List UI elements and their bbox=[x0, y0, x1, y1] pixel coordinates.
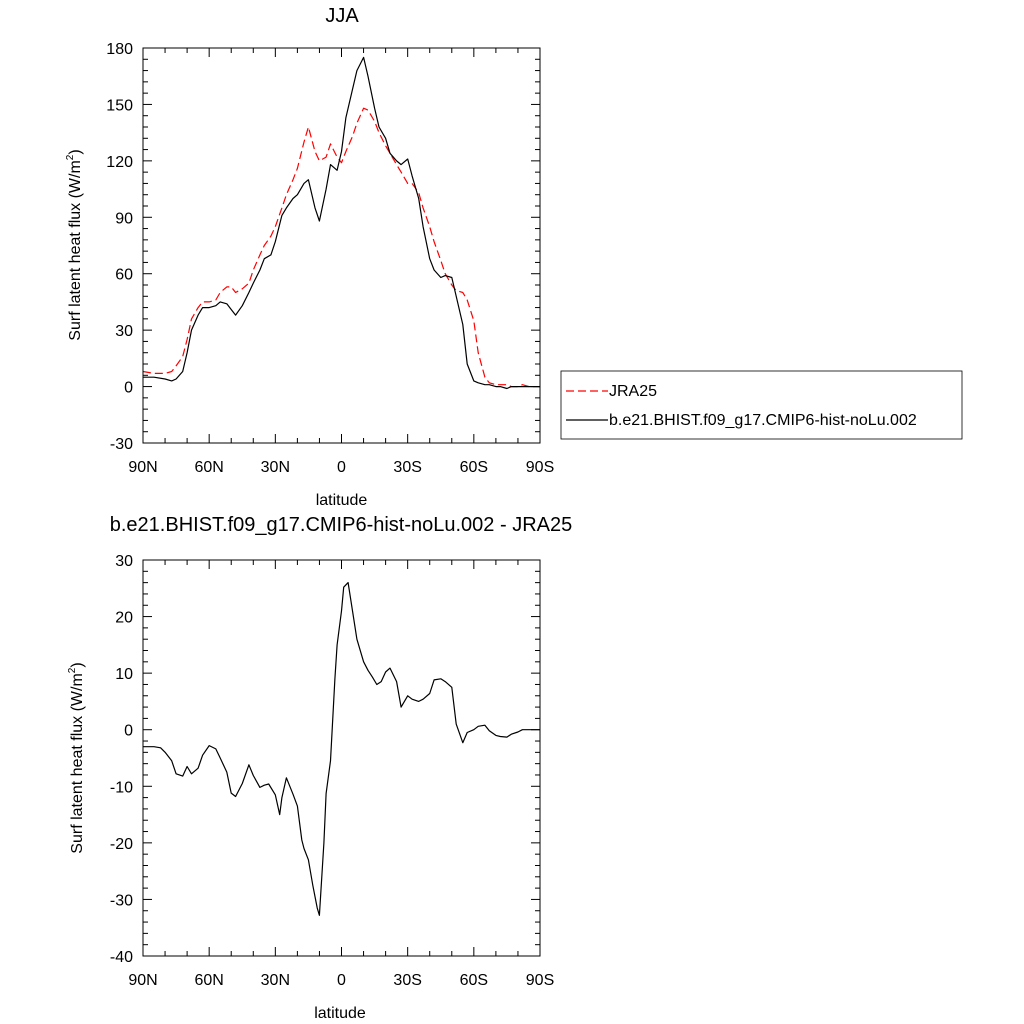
y-tick-label: -40 bbox=[110, 949, 133, 966]
chart-bottom-title: b.e21.BHIST.f09_g17.CMIP6-hist-noLu.002 … bbox=[110, 514, 572, 536]
y-tick-label: -30 bbox=[110, 436, 133, 453]
legend-label-model: b.e21.BHIST.f09_g17.CMIP6-hist-noLu.002 bbox=[609, 412, 917, 429]
legend-frame bbox=[560, 370, 963, 440]
y-tick-label: -20 bbox=[110, 836, 133, 853]
chart-bottom-ylabel: Surf latent heat flux (W/m2) bbox=[67, 662, 86, 853]
y-tick-label: 120 bbox=[106, 154, 133, 171]
x-tick-label: 30N bbox=[261, 459, 290, 476]
series-line-b-e21-bhist-f09-g17-cmip6-hist-nolu-002 bbox=[143, 56, 540, 390]
y-tick-label: 150 bbox=[106, 97, 133, 114]
chart-top-xlabel: latitude bbox=[316, 492, 368, 509]
chart-top-frame bbox=[142, 47, 541, 444]
x-tick-label: 30S bbox=[393, 972, 421, 989]
chart-bottom-xlabel: latitude bbox=[314, 1005, 366, 1022]
chart-top: JJA 90N 60N 30N 0 30S 60S 90S -30 0 30 60 90 120 150 1… bbox=[65, 5, 963, 509]
x-tick-label: 60S bbox=[460, 972, 488, 989]
series-line-jra25 bbox=[142, 107, 540, 388]
chart-top-legend: JRA25 b.e21.BHIST.f09_g17.CMIP6-hist-noL… bbox=[560, 370, 963, 440]
x-tick-label: 90S bbox=[526, 459, 554, 476]
chart-bottom-frame bbox=[142, 559, 541, 957]
chart-bottom-plot-area: 90N 60N 30N 0 30S 60S 90S -40 -30 -20 -10 0 10 20 30 bbox=[110, 553, 554, 989]
y-tick-label: 30 bbox=[115, 323, 133, 340]
y-tick-label: 10 bbox=[115, 666, 133, 683]
y-tick-label: 0 bbox=[124, 380, 133, 397]
chart-bottom: b.e21.BHIST.f09_g17.CMIP6-hist-noLu.002 … bbox=[67, 514, 572, 1022]
x-tick-label: 30N bbox=[261, 972, 290, 989]
x-tick-label: 0 bbox=[337, 459, 346, 476]
x-tick-label: 30S bbox=[393, 459, 421, 476]
x-tick-label: 60S bbox=[460, 459, 488, 476]
y-tick-label: -10 bbox=[110, 779, 133, 796]
x-tick-label: 90N bbox=[128, 459, 157, 476]
y-tick-label: 20 bbox=[115, 610, 133, 627]
y-tick-label: 30 bbox=[115, 553, 133, 570]
y-tick-label: -30 bbox=[110, 892, 133, 909]
y-tick-label: 60 bbox=[115, 267, 133, 284]
x-tick-label: 60N bbox=[194, 972, 223, 989]
y-tick-label: 0 bbox=[124, 723, 133, 740]
x-tick-label: 90N bbox=[128, 972, 157, 989]
x-tick-label: 0 bbox=[337, 972, 346, 989]
chart-top-ylabel: Surf latent heat flux (W/m2) bbox=[65, 149, 84, 340]
y-tick-label: 180 bbox=[106, 41, 133, 58]
series-line-difference bbox=[143, 581, 540, 916]
x-tick-label: 90S bbox=[526, 972, 554, 989]
legend-label-jra25: JRA25 bbox=[609, 383, 657, 400]
x-tick-label: 60N bbox=[194, 459, 223, 476]
chart-top-title: JJA bbox=[325, 5, 359, 27]
y-tick-label: 90 bbox=[115, 210, 133, 227]
